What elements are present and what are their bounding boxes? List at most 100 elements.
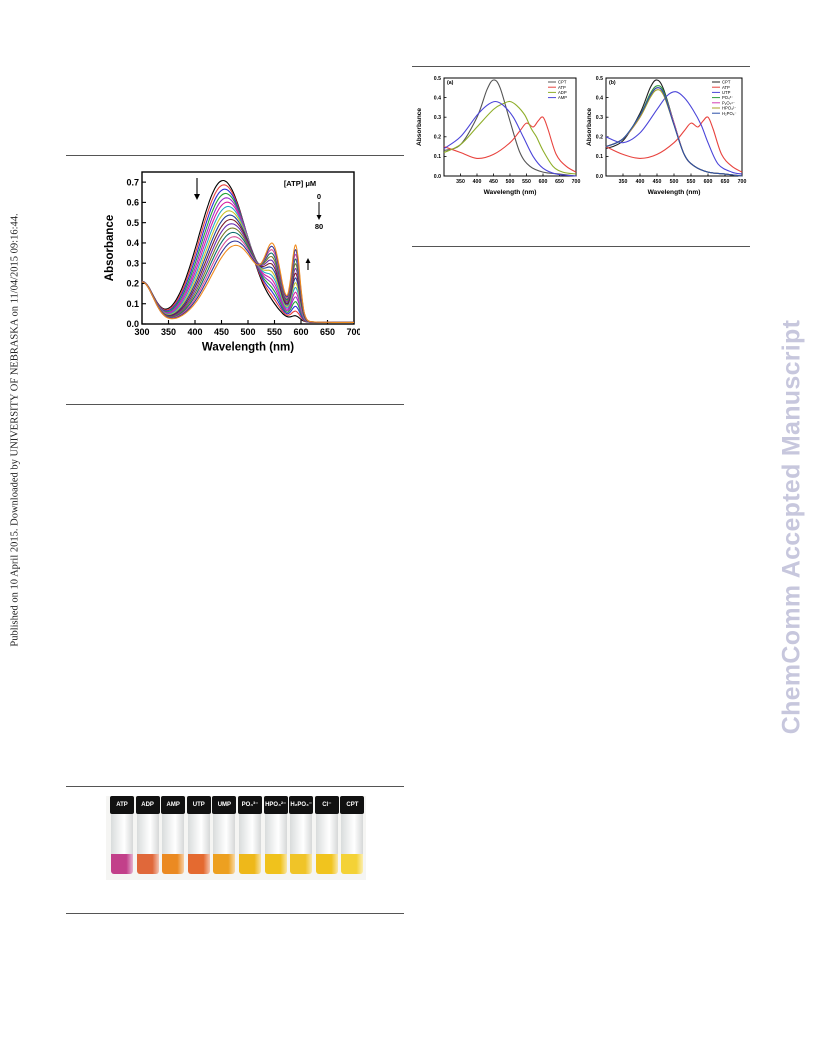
publication-sidebar: Published on 10 April 2015. Downloaded b…: [4, 0, 26, 1056]
y-tick-label: 0.0: [434, 174, 441, 180]
vial-label: ATP: [110, 796, 134, 814]
x-tick-label: 400: [187, 327, 202, 337]
vial: Cl⁻: [314, 796, 339, 878]
legend-label: ADP: [558, 90, 567, 95]
selectivity-chart-a: 350 400 450 500 550 600 650 700 0.0 0.1 0.2 0.3 0.4 0…: [416, 76, 581, 196]
vial-label: Cl⁻: [314, 796, 339, 814]
vial-glass: [187, 814, 210, 866]
x-tick-label: 600: [539, 179, 548, 185]
x-axis-label: Wavelength (nm): [648, 189, 701, 196]
figure-rule-1-bottom: [66, 404, 404, 405]
x-tick-label: 600: [293, 327, 308, 337]
x-tick-label: 350: [619, 179, 628, 185]
x-tick-label: 350: [456, 179, 465, 185]
x-tick-label: 300: [134, 327, 149, 337]
vial-glass: [341, 814, 364, 866]
series-line: [443, 116, 577, 173]
y-tick-label: 0.3: [596, 115, 603, 121]
series-line: [443, 100, 577, 175]
journal-watermark: ChemComm Accepted Manuscript: [770, 0, 814, 1056]
legend-label: PO₄³⁻: [722, 95, 733, 100]
figure-rule-1-top: [66, 155, 404, 156]
x-tick-label: 500: [670, 179, 679, 185]
vial-glass: [239, 814, 261, 866]
vial-solution: [136, 854, 159, 874]
y-tick-label: 0.3: [126, 258, 139, 268]
vial-solution: [290, 854, 313, 874]
selectivity-chart-b: 350 400 450 500 550 600 650 700 0.0 0.1 0.2 0.3 0.4 0…: [586, 76, 746, 196]
y-tick-label: 0.4: [434, 95, 441, 101]
x-tick-label: 600: [704, 179, 713, 185]
legend-label: ATP: [558, 85, 566, 90]
legend-label: AMP: [558, 95, 567, 100]
vial: H₂PO₄⁻: [289, 796, 314, 878]
vial-glass: [111, 814, 133, 866]
vial-solution: [111, 854, 133, 874]
legend-label: H₂PO₄⁻: [722, 111, 737, 116]
x-tick-label: 650: [721, 179, 730, 185]
watermark-text: ChemComm Accepted Manuscript: [777, 319, 806, 735]
vial-solution: [187, 854, 210, 874]
vial-label: ADP: [135, 796, 160, 814]
vial: PO₄³⁻: [238, 796, 262, 878]
vial-label: H₂PO₄⁻: [289, 796, 314, 814]
figure-rule-3-top: [66, 786, 404, 787]
vial-glass: [162, 814, 185, 866]
concentration-legend-title: [ATP] μM: [284, 179, 316, 188]
legend-label: CPT: [558, 80, 567, 85]
series-line: [605, 87, 743, 177]
figure-rule-2-bottom: [412, 246, 750, 247]
x-tick-label: 350: [161, 327, 176, 337]
x-tick-label: 700: [572, 179, 581, 185]
concentration-arrow-head: [316, 215, 322, 220]
vial-label: HPO₄²⁻: [263, 796, 288, 814]
series-lines: [443, 79, 577, 177]
x-tick-label: 650: [320, 327, 335, 337]
series-lines: [605, 79, 743, 177]
concentration-end-label: 80: [315, 222, 323, 231]
vial-label: UMP: [212, 796, 237, 814]
x-tick-label: 500: [240, 327, 255, 337]
vial-solution: [213, 854, 236, 874]
vial-label: UTP: [186, 796, 211, 814]
titration-curves: [141, 179, 354, 323]
x-tick-label: 400: [473, 179, 482, 185]
vial-photo: ATP ADP AMP UTP UMP PO₄³⁻ HPO₄²⁻ H₂PO₄⁻ Cl⁻ CPT: [106, 796, 366, 880]
vial-glass: [213, 814, 236, 866]
y-tick-label: 0.1: [126, 299, 139, 309]
figure-rule-3-bottom: [66, 913, 404, 914]
x-axis-label: Wavelength (nm): [202, 342, 294, 354]
y-axis-label: Absorbance: [104, 215, 116, 281]
vial: HPO₄²⁻: [263, 796, 288, 878]
x-tick-label: 500: [506, 179, 515, 185]
y-tick-label: 0.0: [126, 319, 139, 329]
panel-label: (b): [609, 80, 616, 86]
y-tick-label: 0.5: [126, 218, 139, 228]
legend-label: CPT: [722, 80, 731, 85]
vial-solution: [239, 854, 261, 874]
vial: AMP: [161, 796, 186, 878]
vial-glass: [290, 814, 313, 866]
vial-solution: [162, 854, 185, 874]
publication-stamp: Published on 10 April 2015. Downloaded b…: [9, 213, 21, 647]
vial: CPT: [340, 796, 365, 878]
titration-chart: 300 350 400 450 500 550 600 650 700 0.0 0.1 0.2 0.3 0…: [104, 171, 360, 354]
increase-arrow-head: [305, 258, 311, 263]
vial-solution: [341, 854, 364, 874]
series-line: [443, 79, 577, 177]
series-line: [443, 100, 577, 177]
titration-curve: [141, 242, 354, 323]
series-line: [605, 91, 743, 175]
vial-label: AMP: [161, 796, 186, 814]
vial-glass: [264, 814, 287, 866]
vial-solution: [264, 854, 287, 874]
vial: ATP: [110, 796, 134, 878]
y-tick-label: 0.5: [434, 76, 441, 82]
vial: UMP: [212, 796, 237, 878]
x-tick-label: 550: [267, 327, 282, 337]
vial-glass: [136, 814, 159, 866]
vial-label: PO₄³⁻: [238, 796, 262, 814]
plot-frame: [443, 77, 577, 177]
